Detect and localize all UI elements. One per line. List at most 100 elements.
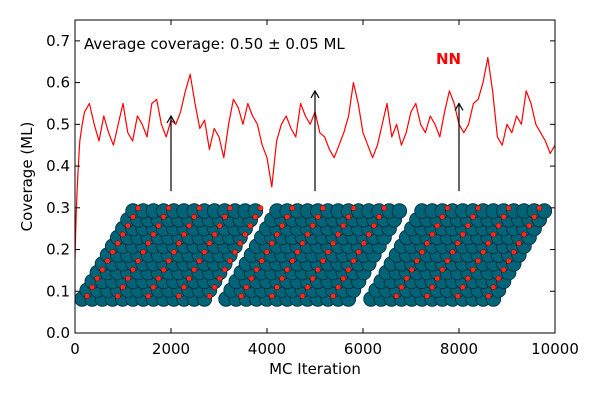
adsorbate-atom <box>521 231 527 238</box>
adsorbate-atom <box>206 240 213 247</box>
adsorbate-atom <box>99 266 106 273</box>
adsorbate-atom <box>335 231 342 238</box>
adsorbate-atom <box>393 293 400 299</box>
x-tick-label: 0 <box>70 340 80 358</box>
adsorbate-atom <box>470 266 476 273</box>
adsorbate-atom <box>170 249 177 255</box>
adsorbate-atom <box>429 231 436 238</box>
adsorbate-atom <box>475 205 481 211</box>
adsorbate-atom <box>279 275 285 282</box>
adsorbate-atom <box>221 214 228 220</box>
adsorbate-atom <box>145 240 152 247</box>
adsorbate-atom <box>419 249 425 255</box>
arrows-layer <box>166 89 464 192</box>
adsorbate-atom <box>289 205 296 211</box>
adsorbate-atom <box>403 275 410 282</box>
adsorbate-atom <box>345 266 352 273</box>
adsorbate-atom <box>516 240 522 247</box>
adsorbate-atom <box>165 205 172 211</box>
arrow-2 <box>310 89 320 192</box>
adsorbate-atom <box>365 231 372 238</box>
x-tick-label: 10000 <box>531 340 579 358</box>
adsorbate-atom <box>119 231 126 238</box>
adsorbate-atom <box>242 231 249 238</box>
adsorbate-atom <box>495 275 502 282</box>
adsorbate-atom <box>444 205 451 211</box>
adsorbate-atom <box>320 258 326 264</box>
adsorbate-atom <box>299 293 306 299</box>
adsorbate-atom <box>495 222 502 229</box>
adsorbate-atom <box>371 222 377 229</box>
adsorbate-atom <box>320 205 326 211</box>
adsorbate-atom <box>263 249 270 255</box>
series-label-nn: NN <box>436 50 461 68</box>
adsorbate-atom <box>490 284 497 291</box>
adsorbate-atom <box>227 258 233 264</box>
adsorbate-atom <box>335 284 342 291</box>
surface-snapshots <box>75 203 553 307</box>
adsorbate-atom <box>526 222 532 229</box>
adsorbate-atom <box>505 205 512 211</box>
adsorbate-atom <box>274 284 280 291</box>
adsorbate-atom <box>216 275 223 282</box>
adsorbate-atom <box>475 258 481 264</box>
adsorbate-atom <box>135 205 141 211</box>
adsorbate-atom <box>531 214 538 220</box>
adsorbate-atom <box>434 222 441 229</box>
y-tick-label: 0.1 <box>46 282 70 300</box>
adsorbate-atom <box>439 266 446 273</box>
adsorbate-atom <box>314 266 321 273</box>
adsorbate-atom <box>429 284 436 291</box>
adsorbate-atom <box>221 266 228 273</box>
adsorbate-atom <box>252 214 259 220</box>
adsorbate-atom <box>330 240 336 247</box>
adsorbate-atom <box>485 240 492 247</box>
adsorbate-atom <box>289 258 296 264</box>
adsorbate-atom <box>196 205 203 211</box>
adsorbate-atom <box>279 222 285 229</box>
adsorbate-atom <box>330 293 336 299</box>
adsorbate-atom <box>304 231 311 238</box>
adsorbate-atom <box>181 231 187 238</box>
adsorbate-atom <box>439 214 446 220</box>
adsorbate-atom <box>140 249 147 255</box>
adsorbate-atom <box>253 266 260 273</box>
adsorbate-atom <box>114 240 121 247</box>
y-tick-label: 0.2 <box>46 241 70 259</box>
adsorbate-atom <box>191 214 198 220</box>
adsorbate-atom <box>191 266 198 273</box>
adsorbate-atom <box>176 293 182 299</box>
x-tick-label: 4000 <box>248 340 286 358</box>
adsorbate-atom <box>414 258 420 264</box>
arrow-1 <box>166 114 176 192</box>
adsorbate-atom <box>269 293 275 299</box>
adsorbate-atom <box>325 249 331 255</box>
adsorbate-atom <box>104 258 111 264</box>
plot-border <box>74 19 556 334</box>
adsorbate-atom <box>480 249 487 255</box>
adsorbate-atom <box>376 214 382 220</box>
adsorbate-atom <box>125 222 131 229</box>
adsorbate-atom <box>284 266 291 273</box>
adsorbate-atom <box>424 293 430 299</box>
adsorbate-atom <box>257 205 264 211</box>
x-tick-label: 6000 <box>344 340 382 358</box>
adsorbate-atom <box>232 249 238 255</box>
adsorbate-atom <box>176 240 182 247</box>
adsorbate-atom <box>284 214 291 220</box>
adsorbate-atom <box>309 275 316 282</box>
surface-snapshot-3 <box>363 203 553 307</box>
adsorbate-atom <box>459 284 466 291</box>
adsorbate-atom <box>155 222 162 229</box>
adsorbate-atom <box>485 293 492 299</box>
x-tick-label: 2000 <box>152 340 190 358</box>
adsorbate-atom <box>398 284 405 291</box>
x-tick-label: 8000 <box>440 340 478 358</box>
adsorbate-atom <box>299 240 306 247</box>
y-tick-label: 0.0 <box>46 324 70 342</box>
adsorbate-atom <box>247 222 254 229</box>
adsorbate-atom <box>196 258 203 264</box>
adsorbate-atom <box>510 249 517 255</box>
y-tick-label: 0.5 <box>46 115 70 133</box>
adsorbate-atom <box>135 258 141 264</box>
